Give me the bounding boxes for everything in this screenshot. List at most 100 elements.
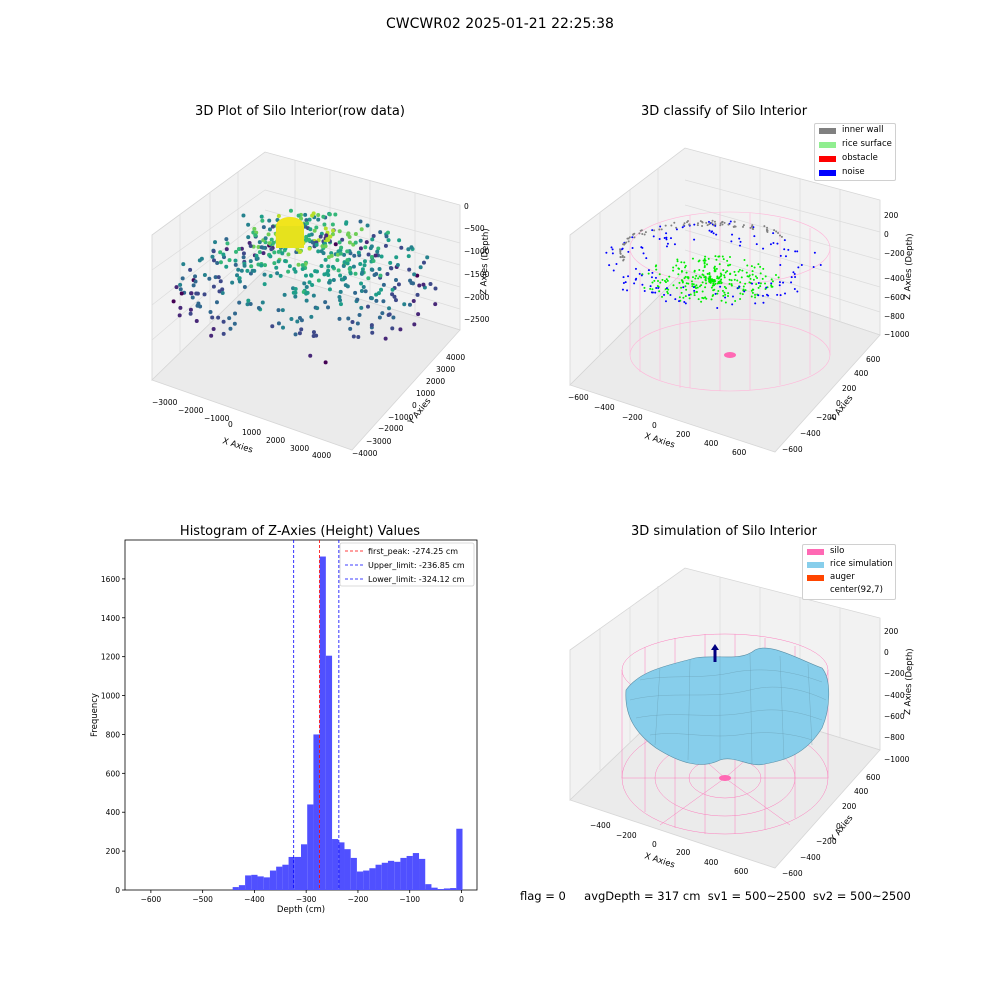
noise-point (724, 296, 727, 299)
rice-surface-point (728, 282, 731, 285)
data-point (311, 293, 316, 298)
noise-point (640, 246, 643, 249)
rice-surface-point (718, 263, 721, 266)
noise-point (678, 300, 681, 303)
rice-surface-point (712, 282, 715, 285)
y-tick: 400 (854, 787, 869, 796)
data-point (295, 319, 300, 324)
noise-point (714, 292, 717, 295)
panel1-zlabel: Z Axies (Depth) (479, 228, 491, 295)
data-point (281, 325, 286, 330)
data-point (267, 241, 272, 246)
noise-point (612, 269, 615, 272)
hist-bar (232, 887, 239, 890)
data-point (293, 269, 298, 274)
rice-surface-point (711, 280, 714, 283)
inner-wall-point (697, 222, 700, 225)
data-point (393, 277, 398, 282)
data-point (314, 225, 319, 230)
rice-surface-point (736, 279, 739, 282)
legend-swatch-rice-surface (819, 142, 836, 148)
rice-surface-point (672, 266, 675, 269)
data-point (216, 315, 221, 320)
z-tick: −800 (884, 733, 905, 742)
noise-point (819, 264, 822, 267)
data-point (388, 260, 393, 265)
rice-surface-point (695, 284, 698, 287)
data-point (330, 222, 335, 227)
y-tick: 1600 (101, 575, 120, 584)
inner-wall-point (660, 228, 663, 231)
data-point (376, 291, 381, 296)
data-point (384, 234, 389, 239)
rice-surface-point (730, 283, 733, 286)
data-point (263, 263, 268, 268)
data-point (394, 255, 399, 260)
rice-surface-point (689, 293, 692, 296)
rice-surface-point (693, 294, 696, 297)
x-tick: 4000 (312, 451, 331, 460)
noise-point (736, 287, 739, 290)
inner-wall-point (773, 229, 776, 232)
data-point (386, 238, 391, 243)
data-point (318, 234, 323, 239)
data-point (323, 360, 328, 365)
x-tick: −500 (192, 895, 213, 904)
data-point (299, 216, 304, 221)
noise-point (664, 300, 667, 303)
data-point (324, 233, 329, 238)
inner-wall-point (777, 232, 780, 235)
noise-point (663, 293, 666, 296)
rice-surface-point (756, 276, 759, 279)
data-point (313, 269, 318, 274)
panel1-ylabel: Y Axies (406, 396, 434, 428)
hist-bar (350, 857, 357, 890)
z-tick: 0 (884, 648, 889, 657)
data-point (178, 282, 183, 287)
inner-wall-point (626, 237, 629, 240)
data-point (327, 287, 332, 292)
z-tick: −500 (464, 224, 485, 233)
data-point (256, 306, 261, 311)
data-point (299, 327, 304, 332)
noise-point (765, 286, 768, 289)
rice-surface-point (655, 268, 658, 271)
hist-yticks: 0 200 400 600 800 1000 1200 1400 1600 (101, 575, 125, 895)
rice-surface-point (738, 268, 741, 271)
panel2-xticks: −600 −400 −200 0 200 400 600 (568, 393, 747, 457)
noise-point (714, 224, 717, 227)
inner-wall-point (624, 242, 627, 245)
data-point (374, 271, 379, 276)
noise-point (784, 292, 787, 295)
x-tick: 200 (676, 430, 691, 439)
rice-surface-point (687, 277, 690, 280)
data-point (389, 266, 394, 271)
data-point (366, 276, 371, 281)
data-point (188, 267, 193, 272)
legend-swatch-auger (807, 575, 824, 581)
rice-surface-point (714, 255, 717, 258)
data-point (210, 315, 215, 320)
data-point (193, 274, 198, 279)
data-point (246, 298, 251, 303)
z-tick: −1000 (884, 755, 910, 764)
inner-wall-point (713, 220, 716, 223)
noise-point (765, 293, 768, 296)
x-tick: 0 (459, 895, 464, 904)
data-point (233, 258, 238, 263)
rice-surface-point (752, 288, 755, 291)
noise-point (712, 232, 715, 235)
inner-wall-point (633, 236, 636, 239)
panel2-ylabel: Y Axies (828, 393, 856, 425)
rice-surface-point (683, 266, 686, 269)
rice-surface-point (726, 270, 729, 273)
hist-bar (394, 861, 401, 890)
data-point (385, 272, 390, 277)
legend-label: Lower_limit: -324.12 cm (368, 575, 465, 584)
data-point (383, 243, 388, 248)
data-point (322, 272, 327, 277)
data-point (249, 264, 254, 269)
data-point (337, 240, 342, 245)
data-point (309, 273, 314, 278)
noise-point (665, 287, 668, 290)
